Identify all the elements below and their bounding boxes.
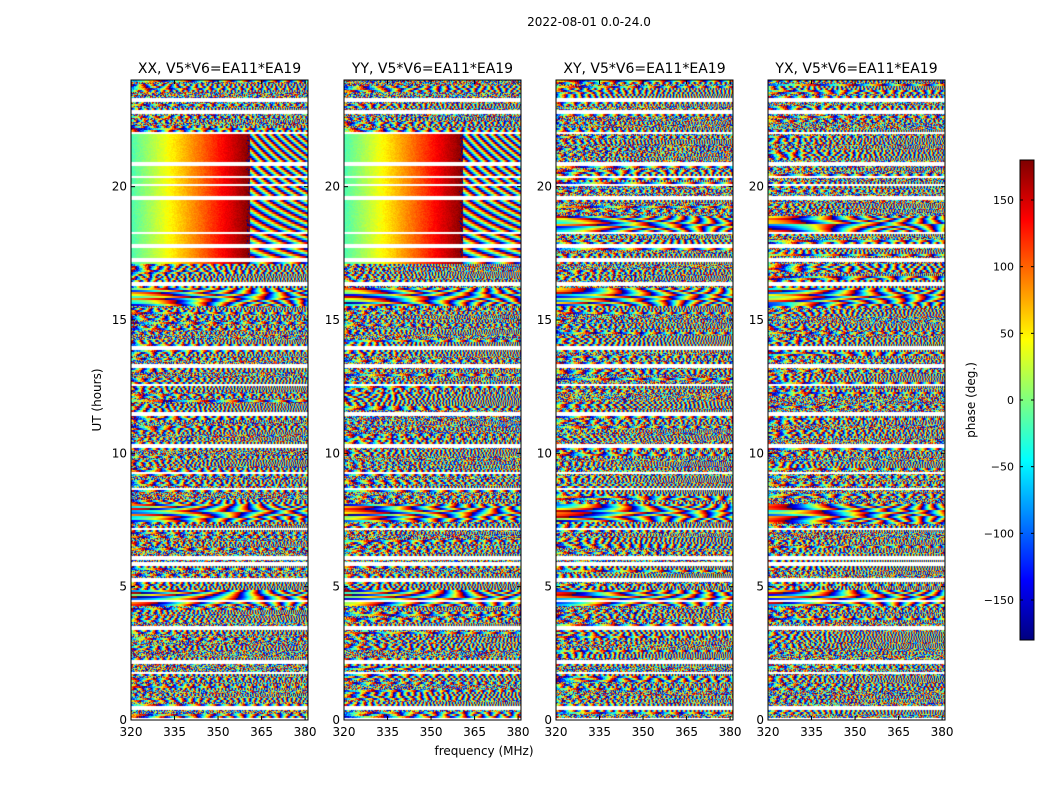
x-tick-label: 380 (931, 725, 954, 739)
colorbar: 150 100 50 0 −50 −100 −150 phase (deg.) (964, 159, 1035, 641)
x-tick-label: 335 (163, 725, 186, 739)
y-tick-label: 10 (537, 446, 552, 460)
panels-group: XX, V5*V6=EA11*EA19 320 335 350 365 380 0 5 10 15… (112, 61, 954, 739)
x-tick-label: 335 (376, 725, 399, 739)
colorbar-label: phase (deg.) (964, 362, 978, 438)
heatmap-image (131, 80, 308, 720)
heatmap-image (556, 80, 733, 720)
x-tick-label: 350 (207, 725, 230, 739)
x-tick-label: 350 (420, 725, 443, 739)
x-tick-label: 365 (463, 725, 486, 739)
heatmap-image (344, 80, 521, 720)
x-tick-label: 320 (333, 725, 356, 739)
x-tick-label: 335 (588, 725, 611, 739)
panel-yx: YX, V5*V6=EA11*EA19 320 335 350 365 380 0 5 10 15… (749, 61, 954, 739)
panel-frame (767, 79, 946, 721)
y-tick-label: 15 (112, 313, 127, 327)
panel-xy: XY, V5*V6=EA11*EA19 320 335 350 365 380 0 5 10 15… (537, 61, 742, 739)
x-tick-label: 380 (294, 725, 317, 739)
colorbar-ticks: 150 100 50 0 −50 −100 −150 (984, 194, 1034, 607)
colorbar-tick-label: 0 (1007, 394, 1014, 407)
panel-title: YY, V5*V6=EA11*EA19 (351, 61, 513, 77)
x-axis-label: frequency (MHz) (434, 744, 533, 758)
y-tick-label: 20 (537, 180, 552, 194)
x-tick-label: 365 (887, 725, 910, 739)
y-tick-label: 20 (325, 180, 340, 194)
y-tick-label: 5 (332, 580, 340, 594)
panel-frame (555, 79, 734, 721)
y-tick-label: 20 (112, 180, 127, 194)
y-tick-label: 15 (537, 313, 552, 327)
x-tick-label: 365 (675, 725, 698, 739)
y-tick-label: 15 (749, 313, 764, 327)
x-tick-label: 350 (844, 725, 867, 739)
y-tick-label: 5 (544, 580, 552, 594)
y-tick-label: 0 (544, 713, 552, 727)
y-tick-label: 5 (756, 580, 764, 594)
y-tick-label: 20 (749, 180, 764, 194)
panel-title: XY, V5*V6=EA11*EA19 (563, 61, 725, 77)
x-tick-label: 335 (800, 725, 823, 739)
y-axis-label: UT (hours) (90, 368, 104, 431)
colorbar-tick-label: 150 (993, 194, 1014, 207)
colorbar-tick-label: −100 (984, 527, 1014, 540)
y-tick-label: 10 (749, 446, 764, 460)
colorbar-tick-label: 50 (1000, 327, 1014, 340)
panel-title: YX, V5*V6=EA11*EA19 (774, 61, 937, 77)
y-tick-label: 10 (112, 446, 127, 460)
x-tick-label: 365 (250, 725, 273, 739)
colorbar-tick-label: −150 (984, 594, 1014, 607)
x-tick-label: 320 (545, 725, 568, 739)
x-tick-label: 350 (632, 725, 655, 739)
y-tick-label: 0 (756, 713, 764, 727)
x-tick-label: 320 (757, 725, 780, 739)
x-tick-label: 380 (507, 725, 530, 739)
panel-title: XX, V5*V6=EA11*EA19 (138, 61, 301, 77)
y-tick-label: 5 (119, 580, 127, 594)
panel-frame (130, 79, 309, 721)
panel-yy: YY, V5*V6=EA11*EA19 320 335 350 365 380 0 5 10 15… (325, 61, 530, 739)
colorbar-tick-label: −50 (991, 461, 1014, 474)
colorbar-tick-label: 100 (993, 261, 1014, 274)
figure-suptitle: 2022-08-01 0.0-24.0 (527, 15, 651, 29)
y-tick-label: 0 (119, 713, 127, 727)
y-tick-label: 0 (332, 713, 340, 727)
x-tick-label: 320 (120, 725, 143, 739)
y-tick-label: 10 (325, 446, 340, 460)
x-tick-label: 380 (719, 725, 742, 739)
y-tick-label: 15 (325, 313, 340, 327)
panel-frame (343, 79, 522, 721)
panel-xx: XX, V5*V6=EA11*EA19 320 335 350 365 380 0 5 10 15… (112, 61, 317, 739)
heatmap-image (768, 80, 945, 720)
